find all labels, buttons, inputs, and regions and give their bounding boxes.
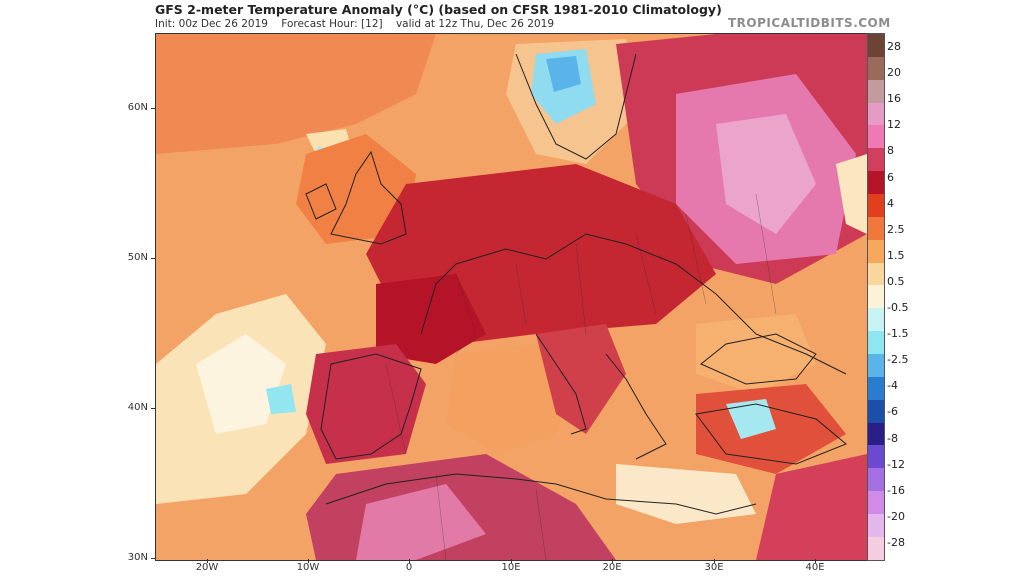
atlantic-cold-spot (266, 384, 296, 414)
lon-label: 30E (704, 562, 724, 573)
color-scale-label: -4 (887, 379, 898, 393)
color-scale-label: -16 (887, 483, 905, 497)
lon-tick (409, 559, 410, 563)
middle-east-warm (756, 454, 867, 560)
lat-tick (151, 558, 155, 559)
eastern-mediterranean (616, 464, 756, 524)
lat-tick (151, 258, 155, 259)
color-scale-segment (868, 262, 884, 286)
color-scale-segment (868, 468, 884, 492)
north-atlantic-warm (156, 34, 436, 154)
lat-label: 60N (127, 102, 148, 113)
color-scale-segment (868, 536, 884, 560)
color-scale-segment (868, 56, 884, 80)
caspian-neutral (836, 154, 867, 234)
color-scale-segment (868, 376, 884, 400)
map-subtitle: Init: 00z Dec 26 2019 Forecast Hour: [12… (155, 18, 564, 30)
color-scale-label: -2.5 (887, 353, 909, 367)
black-sea (696, 314, 816, 394)
color-scale-segment (868, 491, 884, 515)
color-scale-segment (868, 354, 884, 377)
anomaly-field (156, 34, 867, 560)
color-scale-segment (868, 148, 884, 172)
color-scale-segment (868, 308, 884, 332)
iberia-warm (306, 344, 426, 464)
color-scale-label: 8 (887, 144, 894, 158)
color-scale-bar (867, 33, 885, 561)
color-scale-label: -6 (887, 405, 898, 419)
color-scale-label: 6 (887, 170, 894, 184)
france-warm (376, 274, 486, 364)
color-scale-label: -1.5 (887, 327, 909, 341)
lon-label: 10E (501, 562, 521, 573)
lon-label: 20W (195, 562, 219, 573)
lat-label: 40N (127, 402, 148, 413)
italy-balkans (536, 324, 626, 434)
western-mediterranean (446, 344, 576, 454)
atlantic-neutral-area (196, 334, 286, 434)
lat-label: 50N (127, 252, 148, 263)
valid-time: valid at 12z Thu, Dec 26 2019 (395, 18, 555, 30)
lon-label: 0 (405, 562, 413, 573)
british-isles (296, 134, 416, 244)
color-scale-label: -20 (887, 509, 905, 523)
lon-tick (207, 559, 208, 563)
color-scale-segment (868, 125, 884, 149)
color-scale-segment (868, 194, 884, 217)
country-borders (385, 193, 777, 560)
north-africa-very-warm (356, 484, 486, 560)
init-time: Init: 00z Dec 26 2019 (155, 18, 268, 30)
anatolia-cool (726, 399, 776, 439)
map-title: GFS 2-meter Temperature Anomaly (°C) (ba… (155, 2, 722, 17)
lon-label: 40E (805, 562, 825, 573)
color-scale-label: 20 (887, 66, 901, 80)
color-scale-segment (868, 239, 884, 263)
russia-extreme (716, 114, 816, 234)
color-scale-segment (868, 399, 884, 423)
color-scale-segment (868, 171, 884, 195)
color-scale-label: 16 (887, 92, 901, 106)
lat-tick (151, 108, 155, 109)
color-scale-label: -8 (887, 431, 898, 445)
lon-tick (815, 559, 816, 563)
color-scale-label: 0.5 (887, 274, 905, 288)
lon-label: 10W (296, 562, 320, 573)
color-scale-label: -12 (887, 457, 905, 471)
lon-tick (308, 559, 309, 563)
color-scale-segment (868, 34, 884, 57)
color-scale-segment (868, 422, 884, 446)
lon-tick (612, 559, 613, 563)
lon-tick (714, 559, 715, 563)
color-scale-segment (868, 216, 884, 240)
scandinavia-colder (546, 56, 581, 92)
lat-label: 30N (127, 552, 148, 563)
color-scale-label: 2.5 (887, 222, 905, 236)
color-scale-segment (868, 79, 884, 103)
color-scale-label: -28 (887, 535, 905, 549)
color-scale-label: 12 (887, 118, 901, 132)
color-scale-segment (868, 445, 884, 469)
lon-tick (511, 559, 512, 563)
forecast-hour: Forecast Hour: [12] (281, 18, 383, 30)
color-scale-segment (868, 331, 884, 355)
color-scale-segment (868, 285, 884, 309)
lon-label: 20E (602, 562, 622, 573)
coastlines (305, 53, 847, 515)
color-scale-segment (868, 102, 884, 126)
color-scale-label: 1.5 (887, 248, 905, 262)
color-scale-label: -0.5 (887, 301, 909, 314)
color-scale-label: 28 (887, 40, 901, 53)
color-scale-segment (868, 514, 884, 537)
site-credit: TROPICALTIDBITS.COM (728, 16, 891, 30)
anomaly-map (155, 33, 868, 561)
lat-tick (151, 408, 155, 409)
color-scale-label: 4 (887, 196, 894, 210)
